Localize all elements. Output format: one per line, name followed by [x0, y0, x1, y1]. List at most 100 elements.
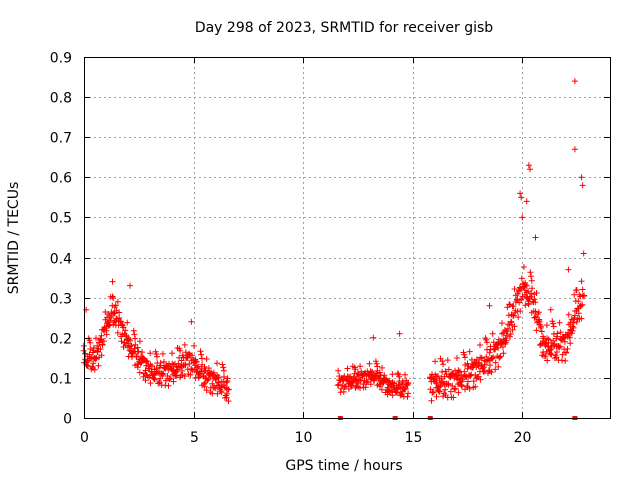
data-point [562, 357, 569, 364]
data-point [497, 353, 504, 360]
data-point [580, 250, 587, 257]
data-point [483, 339, 490, 346]
data-point [181, 341, 188, 348]
data-point [132, 335, 139, 342]
data-point [188, 318, 195, 325]
data-point [360, 381, 367, 388]
data-point [571, 291, 578, 298]
data-point [563, 349, 569, 356]
data-point [506, 333, 513, 340]
data-point [362, 384, 369, 391]
data-point [389, 392, 396, 399]
data-point [106, 322, 113, 329]
data-point [405, 390, 412, 397]
data-point [445, 366, 452, 373]
data-point [507, 318, 514, 325]
data-point [161, 358, 167, 365]
data-point [561, 338, 568, 345]
data-point [402, 385, 409, 392]
data-point [386, 377, 393, 384]
data-point [550, 323, 557, 330]
data-point [220, 378, 227, 385]
data-point [195, 374, 202, 381]
data-point [437, 383, 444, 390]
data-point [461, 351, 468, 358]
data-point [569, 327, 576, 334]
data-point [92, 356, 99, 362]
data-point [578, 174, 585, 181]
data-point [344, 365, 351, 372]
y-tick-label: 0.3 [50, 292, 72, 308]
y-tick-label: 0.1 [50, 372, 72, 388]
data-point [533, 290, 540, 296]
data-point [149, 363, 155, 369]
data-point [110, 295, 117, 301]
data-point [492, 366, 499, 373]
data-point [89, 363, 96, 370]
data-point [559, 351, 566, 358]
data-point [579, 182, 586, 189]
data-point [374, 363, 381, 370]
data-point [384, 384, 391, 391]
data-point [159, 350, 166, 357]
data-point [352, 366, 359, 373]
data-point [93, 355, 100, 361]
data-point [510, 303, 517, 310]
data-point [477, 376, 484, 383]
data-point [567, 340, 574, 347]
data-point [554, 333, 561, 340]
y-tick-label: 0.7 [50, 131, 72, 147]
data-point [371, 377, 378, 384]
x-tick-label: 10 [295, 430, 313, 446]
grid-lines [84, 57, 610, 418]
data-point [178, 357, 185, 364]
data-point [553, 349, 560, 355]
data-point [535, 309, 542, 316]
x-tick-label: 5 [190, 430, 199, 446]
data-point [442, 368, 449, 375]
data-point [531, 296, 538, 303]
data-point [438, 375, 445, 382]
data-point [570, 324, 577, 331]
data-point [556, 344, 563, 351]
data-point [525, 162, 532, 169]
data-point [455, 389, 462, 396]
data-point [538, 328, 545, 335]
data-point [515, 314, 522, 321]
data-point [209, 390, 216, 397]
data-point [454, 372, 461, 379]
data-point [127, 337, 134, 344]
data-point [373, 360, 380, 367]
data-point [159, 371, 166, 378]
data-point [575, 310, 582, 317]
data-point [225, 398, 232, 405]
data-point [128, 342, 135, 349]
data-point [136, 338, 143, 345]
data-point [565, 266, 572, 273]
data-point [91, 366, 98, 373]
data-point [186, 360, 193, 367]
data-point [519, 214, 526, 221]
data-point [112, 302, 119, 309]
data-point [116, 315, 123, 321]
data-point [386, 388, 393, 395]
data-point [531, 314, 538, 321]
x-axis-title: GPS time / hours [285, 458, 402, 474]
data-point [486, 349, 493, 356]
data-point [500, 350, 507, 357]
data-point [116, 309, 123, 316]
data-point [151, 376, 158, 383]
data-point [87, 346, 94, 352]
data-point [543, 322, 550, 329]
data-point [532, 299, 539, 306]
data-point [127, 282, 133, 289]
data-point [131, 331, 138, 338]
data-point [557, 329, 564, 336]
data-point [428, 397, 435, 404]
data-point [90, 347, 97, 354]
data-point [492, 346, 498, 352]
data-point [197, 348, 204, 355]
data-point [125, 336, 132, 343]
data-point [384, 391, 391, 398]
